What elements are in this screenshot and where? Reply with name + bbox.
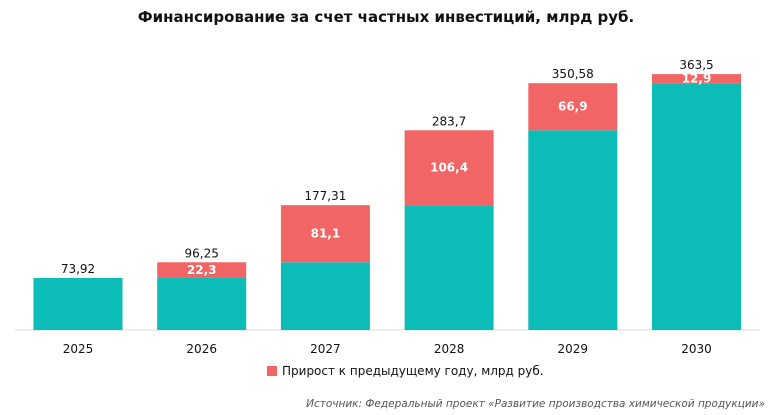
increment-label: 12,9 [682, 72, 712, 86]
increment-bar [157, 262, 247, 278]
chart-title: Финансирование за счет частных инвестици… [138, 8, 634, 26]
total-label: 177,31 [304, 189, 346, 203]
source-note: Источник: Федеральный проект «Развитие п… [306, 398, 765, 410]
x-tick-label: 2025 [63, 342, 94, 356]
stacked-bar-chart: Финансирование за счет частных инвестици… [15, 8, 760, 356]
total-label: 96,25 [185, 246, 219, 260]
x-tick-label: 2029 [558, 342, 589, 356]
x-tick-label: 2028 [434, 342, 465, 356]
legend-label: Прирост к предыдущему году, млрд руб. [282, 364, 544, 378]
increment-bar [280, 205, 370, 263]
x-tick-label: 2026 [186, 342, 217, 356]
base-bar [157, 277, 247, 330]
base-bar [280, 262, 370, 330]
base-bar [528, 130, 618, 330]
increment-bar [404, 130, 494, 206]
total-label: 283,7 [432, 114, 466, 128]
total-label: 363,5 [679, 58, 713, 72]
legend-swatch [267, 366, 277, 376]
total-label: 350,58 [552, 67, 594, 81]
x-tick-label: 2027 [310, 342, 341, 356]
base-bar [652, 83, 741, 330]
increment-label: 81,1 [311, 227, 341, 241]
x-tick-label: 2030 [681, 342, 712, 356]
increment-label: 106,4 [430, 161, 468, 175]
increment-label: 66,9 [558, 100, 588, 114]
legend: Прирост к предыдущему году, млрд руб. [267, 364, 544, 378]
increment-bar [528, 83, 618, 131]
increment-bar [652, 74, 741, 84]
increment-label: 22,3 [187, 263, 217, 277]
total-label: 73,92 [61, 262, 95, 276]
base-bar [33, 277, 123, 330]
base-bar [404, 205, 494, 330]
